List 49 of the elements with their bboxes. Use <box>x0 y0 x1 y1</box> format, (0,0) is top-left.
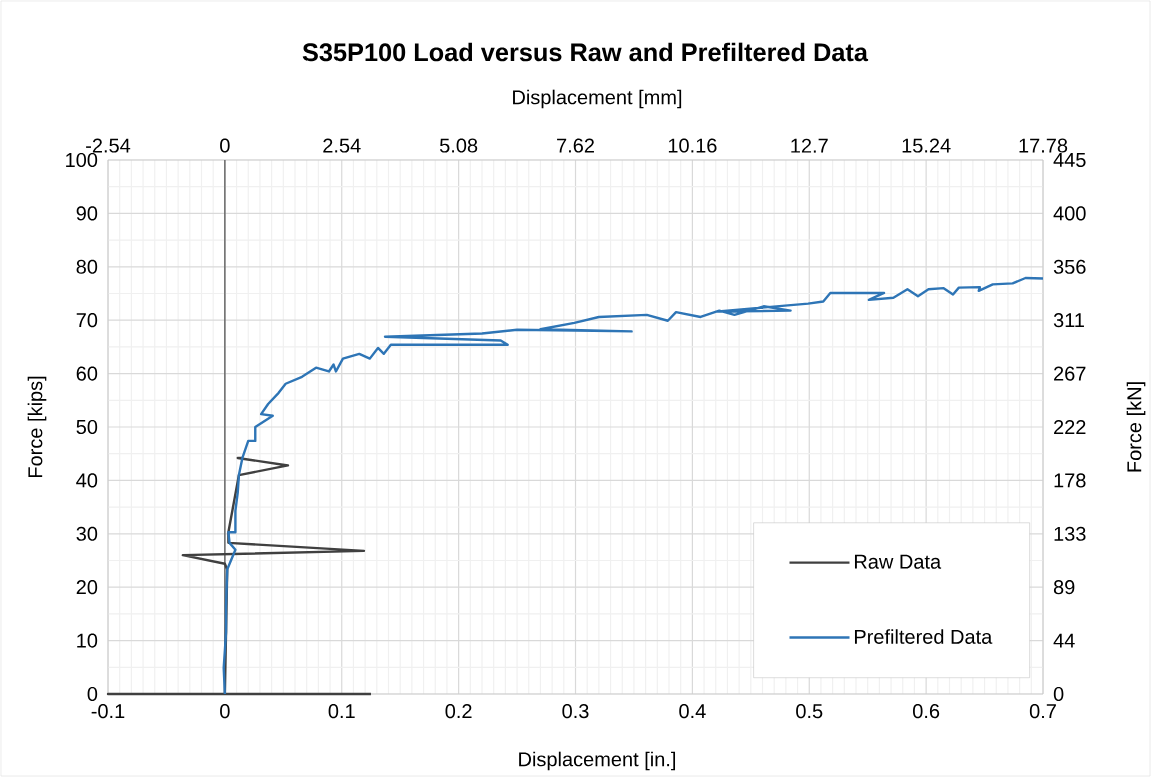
x2-tick-label: 12.7 <box>791 138 828 153</box>
y2-tick-label: 0 <box>1053 686 1064 702</box>
x2-tick-label: 15.24 <box>902 138 951 153</box>
x-tick-label: -0.1 <box>91 704 125 719</box>
y2-tick-label: 400 <box>1053 206 1086 221</box>
y-tick-label: 0 <box>87 686 98 702</box>
y2-tick-label: 311 <box>1053 313 1084 328</box>
y-axis-title: Force [kips] <box>27 376 47 478</box>
y2-tick-label: 267 <box>1054 366 1086 381</box>
x2-tick-label: 7.62 <box>557 138 594 153</box>
y2-tick-label: 44 <box>1053 633 1075 648</box>
y-tick-label: 50 <box>76 419 98 435</box>
x-tick-label: 0 <box>220 704 230 719</box>
x-tick-label: 0.6 <box>913 704 940 719</box>
x2-tick-label: 10.16 <box>668 138 717 153</box>
x2-tick-label: 2.54 <box>323 138 361 153</box>
legend-label: Prefiltered Data <box>854 629 993 644</box>
y-tick-label: 60 <box>76 366 98 381</box>
y-tick-label: 100 <box>66 152 98 168</box>
x-tick-label: 0.7 <box>1029 704 1056 719</box>
y2-tick-label: 445 <box>1053 153 1086 167</box>
line-series <box>106 456 373 696</box>
x2-tick-label: 0 <box>220 138 230 153</box>
y-tick-label: 10 <box>77 633 98 648</box>
y-tick-label: 40 <box>76 473 98 488</box>
x-tick-label: 0.2 <box>445 704 472 719</box>
x-tick-label: 0.3 <box>562 704 589 719</box>
x-tick-label: 0.5 <box>796 704 823 719</box>
x-tick-label: 0.1 <box>328 704 355 719</box>
y2-axis-title: Force [kN] <box>1126 382 1146 472</box>
x2-tick-label: 17.78 <box>1019 138 1068 153</box>
y2-tick-label: 89 <box>1053 580 1075 595</box>
legend-label: Raw Data <box>854 554 942 569</box>
x2-axis-title: Displacement [mm] <box>513 89 682 109</box>
y-tick-label: 20 <box>76 580 98 595</box>
y-tick-label: 70 <box>76 313 98 328</box>
y-tick-label: 90 <box>76 206 98 221</box>
y2-tick-label: 222 <box>1054 420 1086 434</box>
y-tick-label: 80 <box>76 259 98 274</box>
x2-tick-label: -2.54 <box>86 138 131 153</box>
y2-tick-label: 178 <box>1054 473 1086 488</box>
x2-tick-label: 5.08 <box>439 138 478 153</box>
line-series <box>222 276 1045 696</box>
y2-tick-label: 356 <box>1053 259 1086 274</box>
y2-tick-label: 133 <box>1054 526 1086 541</box>
x-axis-title: Displacement [in.] <box>519 751 676 771</box>
chart-title: S35P100 Load versus Raw and Prefiltered Data <box>302 42 869 62</box>
x-tick-label: 0.4 <box>679 704 706 719</box>
y-tick-label: 30 <box>76 526 98 541</box>
